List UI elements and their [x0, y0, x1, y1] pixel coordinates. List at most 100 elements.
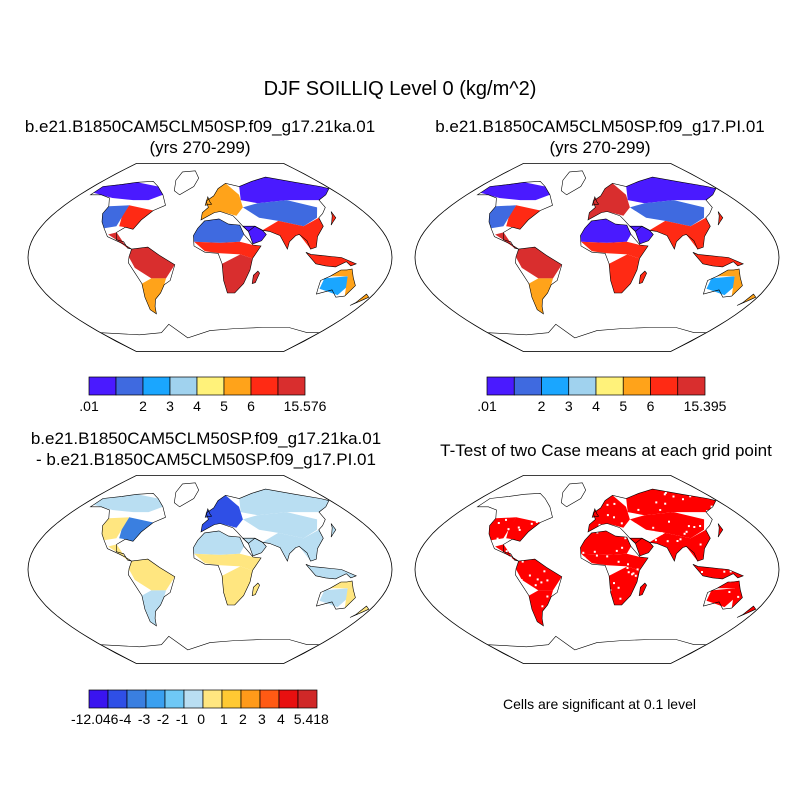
coastline-arabia [629, 225, 654, 245]
insignificant-cell [568, 501, 571, 504]
colorbar-swatch [595, 376, 624, 396]
insignificant-cell [534, 584, 537, 587]
colorbar-tick-label: 3 [564, 398, 573, 414]
colorbar-swatch [277, 376, 306, 396]
insignificant-cell [626, 607, 629, 610]
insignificant-cell [646, 606, 649, 608]
insignificant-cell [546, 595, 549, 598]
colorbar-tick-label: 5.418 [293, 711, 329, 727]
insignificant-cell [579, 595, 582, 598]
insignificant-cell [500, 501, 503, 504]
colorbar-swatch [677, 376, 706, 396]
colorbar-swatch [115, 376, 144, 396]
coastline-africa [580, 218, 649, 294]
region-sahel [194, 553, 261, 571]
region-indonesia [692, 564, 744, 579]
panel-2-title-line2: (yrs 270-299) [549, 138, 651, 157]
coastline-uk [591, 508, 600, 518]
insignificant-cell [517, 526, 520, 529]
colorbar-swatch [297, 689, 318, 709]
panel-1-title: b.e21.B1850CAM5CLM50SP.f09_g17.21ka.01 (… [0, 116, 400, 158]
insignificant-cell [654, 539, 657, 542]
insignificant-cell [565, 494, 568, 497]
insignificant-cell [719, 535, 722, 538]
insignificant-cell [717, 536, 720, 539]
insignificant-cell [546, 579, 549, 582]
insignificant-cell [626, 567, 629, 569]
coastline-arabia [629, 537, 654, 557]
colorbar-swatch [240, 689, 261, 709]
insignificant-cell [524, 514, 527, 517]
insignificant-cell [670, 617, 673, 620]
region-ausEdge [717, 269, 743, 297]
insignificant-cell [637, 593, 640, 596]
region-ausEdge [330, 581, 356, 609]
colorbar-swatch [196, 376, 225, 396]
coastline-nz [736, 293, 757, 306]
coastline-indonesia [305, 252, 357, 268]
region-siberia [239, 489, 329, 516]
insignificant-cell [532, 506, 535, 509]
insignificant-cell [748, 544, 750, 547]
coastline-indonesia [692, 564, 744, 580]
insignificant-cell [442, 545, 445, 548]
insignificant-cell [456, 579, 459, 582]
insignificant-cell [748, 585, 751, 588]
insignificant-cell [492, 519, 495, 522]
insignificant-cell [617, 560, 620, 563]
insignificant-cell [751, 582, 754, 585]
insignificant-cell [627, 571, 630, 574]
insignificant-cell [439, 550, 442, 553]
insignificant-cell [641, 576, 644, 579]
insignificant-cell [673, 583, 676, 586]
colorbar-tick-label: 1 [219, 711, 228, 727]
insignificant-cell [606, 555, 609, 558]
insignificant-cell [598, 523, 601, 526]
insignificant-cell [443, 576, 446, 579]
region-europe [588, 183, 630, 220]
insignificant-cell [554, 526, 557, 529]
insignificant-cell [437, 593, 440, 596]
panel-2-title: b.e21.B1850CAM5CLM50SP.f09_g17.PI.01 (yr… [400, 116, 800, 158]
insignificant-cell [627, 563, 629, 566]
region-usEast [506, 205, 541, 230]
colorbar-swatch [169, 376, 198, 396]
region-madagascar [639, 583, 647, 596]
insignificant-cell [568, 612, 571, 615]
colorbar-swatch [541, 376, 570, 396]
insignificant-cell [505, 550, 508, 553]
insignificant-cell [569, 552, 572, 555]
insignificant-cell [670, 609, 673, 611]
insignificant-cell [682, 498, 684, 501]
region-usEast [119, 205, 154, 230]
region-sahara [580, 218, 631, 243]
coastline-uk [591, 196, 600, 206]
insignificant-cell [587, 509, 589, 512]
region-sahara [580, 530, 631, 555]
insignificant-cell [655, 586, 658, 589]
region-indonesia [305, 564, 357, 579]
insignificant-cell [753, 557, 756, 560]
region-ausInterior [319, 276, 348, 296]
colorbar-swatch [88, 376, 117, 396]
insignificant-cell [651, 625, 654, 627]
region-indonesia [305, 252, 357, 267]
insignificant-cell [449, 606, 452, 608]
insignificant-cell [683, 532, 686, 535]
insignificant-cell [521, 560, 524, 563]
region-centralAsia [242, 200, 318, 227]
insignificant-cell [458, 559, 460, 562]
insignificant-cell [437, 574, 440, 577]
insignificant-cell [583, 556, 586, 559]
insignificant-cell [523, 547, 525, 550]
insignificant-cell [509, 626, 512, 629]
insignificant-cell [541, 605, 544, 608]
insignificant-cell [655, 501, 658, 504]
insignificant-cell [652, 530, 655, 533]
insignificant-cell [587, 594, 590, 597]
insignificant-cell [606, 569, 609, 572]
insignificant-cell [634, 574, 637, 577]
region-usWest [489, 205, 517, 229]
insignificant-cell [584, 509, 587, 512]
insignificant-cell [580, 567, 583, 570]
